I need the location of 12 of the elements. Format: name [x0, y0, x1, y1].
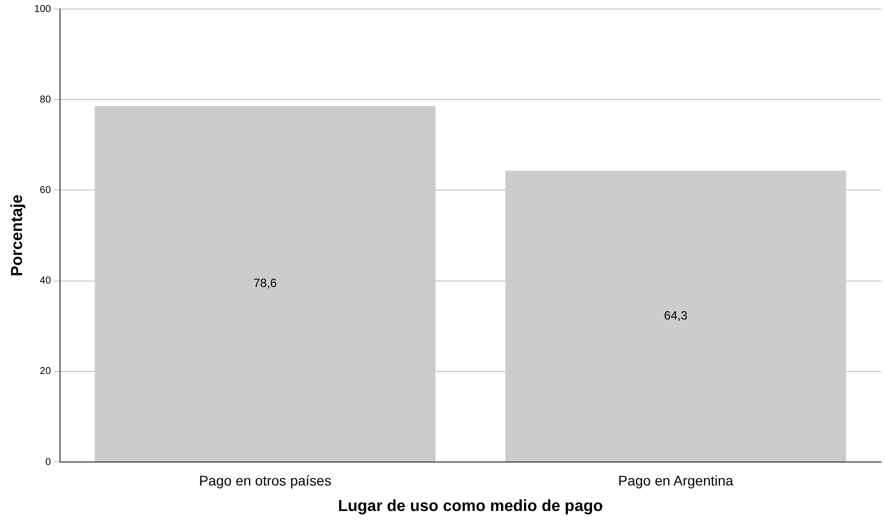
- x-tick-label: Pago en otros países: [199, 472, 332, 488]
- y-tick-label: 60: [40, 184, 52, 196]
- x-axis-title: Lugar de uso como medio de pago: [338, 498, 604, 515]
- y-axis-title: Porcentaje: [9, 194, 26, 276]
- y-tick-label: 100: [34, 4, 52, 15]
- data-label: 78,6: [253, 276, 278, 290]
- y-tick-label: 40: [40, 276, 52, 287]
- y-tick-label: 80: [40, 94, 52, 106]
- x-tick-label: Pago en Argentina: [618, 472, 734, 488]
- data-label: 64,3: [664, 308, 688, 322]
- y-tick-label: 0: [45, 456, 52, 468]
- y-tick-label: 20: [40, 366, 52, 378]
